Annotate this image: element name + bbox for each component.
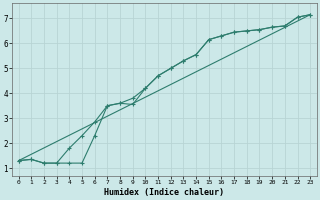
X-axis label: Humidex (Indice chaleur): Humidex (Indice chaleur)	[104, 188, 224, 197]
